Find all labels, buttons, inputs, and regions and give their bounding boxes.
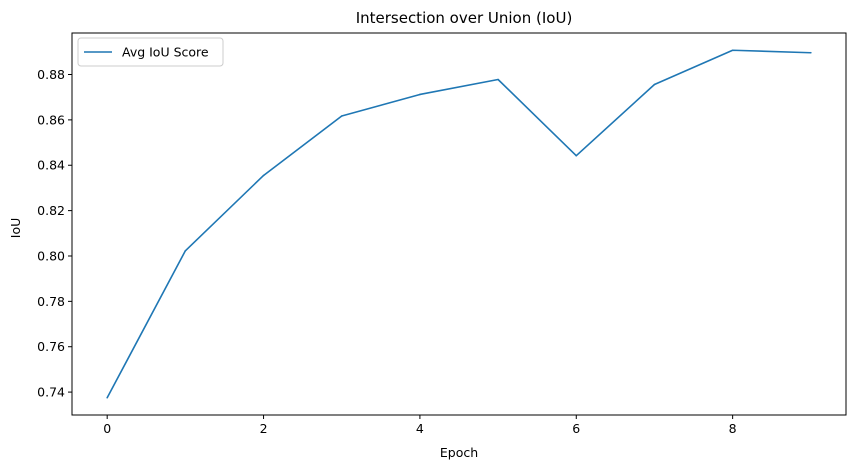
y-tick-label: 0.76 — [37, 339, 65, 354]
x-tick-label: 0 — [103, 421, 111, 436]
data-point — [262, 174, 265, 177]
y-axis-ticks: 0.74 0.76 0.78 0.80 0.82 0.84 0.86 0.88 — [37, 67, 72, 400]
legend-label: Avg IoU Score — [122, 45, 209, 60]
data-point — [340, 115, 343, 117]
x-tick-label: 8 — [729, 421, 737, 436]
y-tick-label: 0.80 — [37, 248, 65, 263]
x-tick-label: 6 — [572, 421, 580, 436]
x-tick-label: 2 — [260, 421, 268, 436]
data-point — [106, 396, 108, 399]
legend: Avg IoU Score — [77, 37, 224, 67]
data-point — [184, 249, 187, 252]
x-axis-ticks: 0 2 4 6 8 — [103, 415, 737, 436]
y-tick-label: 0.84 — [37, 158, 65, 173]
chart-title: Intersection over Union (IoU) — [356, 9, 573, 27]
data-point — [731, 49, 734, 52]
y-axis-label: IoU — [8, 218, 23, 238]
y-tick-label: 0.88 — [37, 67, 65, 82]
data-point — [575, 154, 578, 157]
y-tick-label: 0.86 — [37, 112, 65, 127]
y-tick-label: 0.74 — [37, 385, 65, 400]
plot-area-frame — [71, 32, 847, 416]
y-tick-label: 0.78 — [37, 294, 65, 309]
series-line-avg-iou-score — [106, 49, 811, 399]
x-axis-label: Epoch — [440, 445, 478, 460]
data-point — [810, 51, 812, 54]
series-points — [106, 49, 812, 399]
legend-box — [77, 37, 224, 67]
data-point — [497, 78, 499, 81]
x-tick-label: 4 — [416, 421, 424, 436]
data-point — [653, 83, 656, 86]
y-tick-label: 0.82 — [37, 203, 65, 218]
data-point — [419, 93, 421, 96]
